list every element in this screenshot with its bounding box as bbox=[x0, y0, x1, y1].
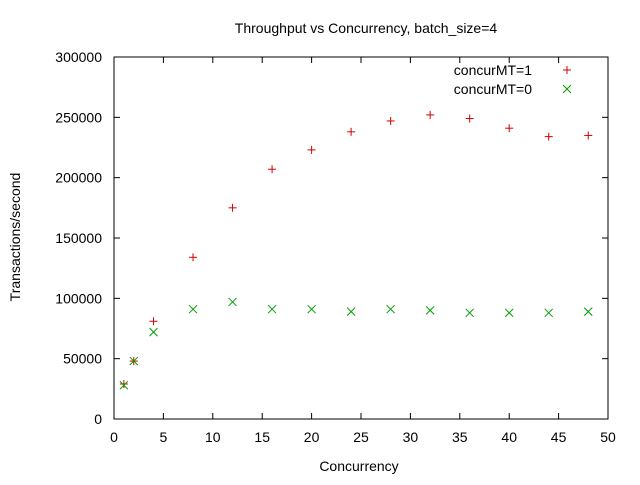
x-tick-label: 50 bbox=[600, 429, 616, 445]
data-point bbox=[149, 327, 158, 337]
x-tick-label: 30 bbox=[403, 429, 419, 445]
x-tick-label: 25 bbox=[353, 429, 369, 445]
y-tick-label: 50000 bbox=[63, 351, 102, 367]
data-point bbox=[465, 114, 474, 123]
data-point bbox=[465, 308, 475, 318]
x-axis: 0 5 10 15 20 25 30 35 40 45 50 bbox=[110, 57, 616, 445]
data-point bbox=[584, 131, 593, 140]
y-tick-label: 150000 bbox=[55, 230, 102, 246]
data-point bbox=[188, 304, 198, 314]
x-tick-label: 5 bbox=[160, 429, 168, 445]
data-point bbox=[119, 380, 128, 389]
legend-label: concurMT=0 bbox=[454, 81, 532, 97]
data-point bbox=[307, 145, 316, 154]
data-point bbox=[228, 297, 237, 307]
data-point bbox=[544, 132, 553, 141]
legend: concurMT=1 concurMT=0 bbox=[454, 62, 572, 97]
data-point bbox=[504, 308, 514, 318]
data-point bbox=[426, 110, 435, 119]
legend-label: concurMT=1 bbox=[454, 62, 532, 78]
x-tick-label: 45 bbox=[551, 429, 567, 445]
legend-marker bbox=[563, 66, 571, 74]
data-point bbox=[505, 124, 514, 133]
data-point bbox=[544, 308, 554, 318]
x-tick-label: 10 bbox=[205, 429, 221, 445]
data-point bbox=[267, 304, 277, 314]
series-layer bbox=[119, 110, 593, 390]
chart-title: Throughput vs Concurrency, batch_size=4 bbox=[235, 20, 498, 36]
data-point bbox=[346, 307, 356, 316]
data-point bbox=[307, 304, 316, 314]
legend-marker bbox=[562, 84, 572, 94]
y-axis-label: Transactions/second bbox=[7, 173, 23, 302]
y-tick-label: 0 bbox=[94, 411, 102, 427]
data-point bbox=[129, 356, 139, 366]
data-point bbox=[583, 307, 593, 316]
y-tick-label: 300000 bbox=[55, 49, 102, 65]
y-axis: 0 50000 100000 150000 200000 250000 300000 bbox=[55, 49, 608, 427]
plot-frame bbox=[113, 56, 609, 420]
data-point bbox=[425, 306, 435, 315]
data-point bbox=[268, 165, 277, 174]
series-1 bbox=[119, 110, 593, 389]
x-tick-label: 35 bbox=[452, 429, 468, 445]
y-tick-label: 100000 bbox=[55, 290, 102, 306]
data-point bbox=[228, 203, 237, 212]
data-point bbox=[189, 253, 198, 262]
y-tick-label: 250000 bbox=[55, 109, 102, 125]
data-point bbox=[149, 317, 158, 326]
y-tick-label: 200000 bbox=[55, 170, 102, 186]
series-2 bbox=[119, 297, 593, 390]
x-tick-label: 20 bbox=[304, 429, 320, 445]
data-point bbox=[386, 116, 395, 125]
data-point bbox=[386, 304, 395, 314]
x-tick-label: 15 bbox=[254, 429, 270, 445]
data-point bbox=[119, 380, 129, 390]
data-point bbox=[347, 127, 356, 136]
x-axis-label: Concurrency bbox=[319, 458, 398, 474]
x-tick-label: 40 bbox=[501, 429, 517, 445]
x-tick-label: 0 bbox=[110, 429, 118, 445]
